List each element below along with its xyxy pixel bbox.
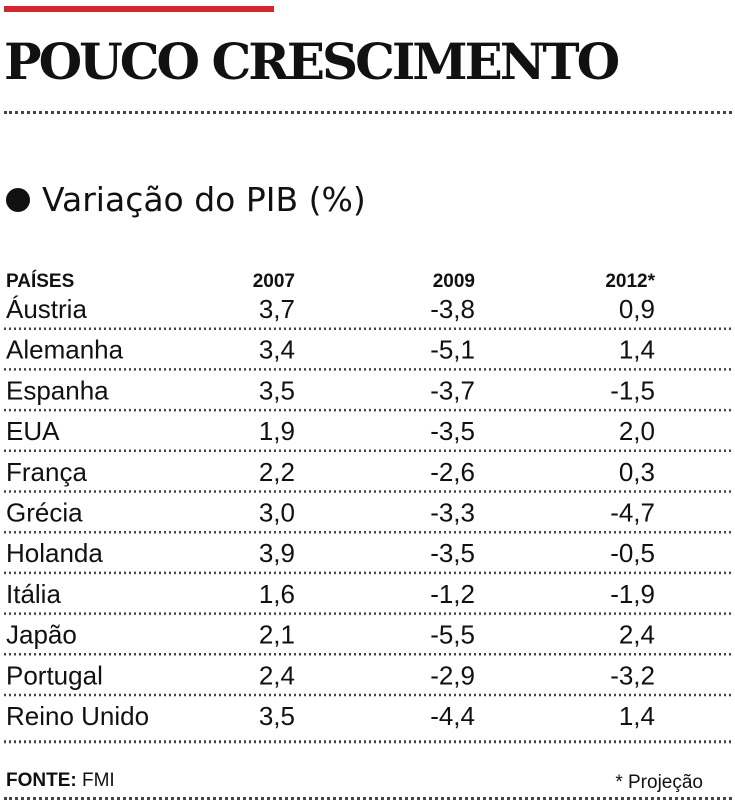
country-name: EUA <box>6 416 60 446</box>
country-name: Holanda <box>6 538 103 568</box>
source-label: FONTE: <box>6 770 77 791</box>
column-header-2007: 2007 <box>253 271 295 292</box>
value-cell: 0,9 <box>619 294 655 324</box>
value-cell: -3,7 <box>430 375 475 405</box>
accent-bar <box>4 6 274 12</box>
country-name: Áustria <box>6 294 87 324</box>
value-cell: 2,0 <box>619 416 655 446</box>
country-name: Reino Unido <box>6 701 149 731</box>
value-cell: 3,0 <box>259 498 295 528</box>
country-name: Itália <box>6 579 61 609</box>
value-cell: 1,9 <box>259 416 295 446</box>
country-name: Alemanha <box>6 335 124 365</box>
value-cell: -2,9 <box>430 660 475 690</box>
value-cell: -3,8 <box>430 294 475 324</box>
country-name: Grécia <box>6 498 83 528</box>
country-name: França <box>6 457 87 487</box>
source-note: FONTE: FMI <box>6 770 115 792</box>
dotted-divider <box>4 111 732 114</box>
bullet-icon <box>6 188 30 212</box>
value-cell: 1,6 <box>259 579 295 609</box>
value-cell: 3,5 <box>259 701 295 731</box>
value-cell: -3,5 <box>430 538 475 568</box>
value-cell: 3,5 <box>259 375 295 405</box>
value-cell: 3,9 <box>259 538 295 568</box>
value-cell: 3,7 <box>259 294 295 324</box>
value-cell: -3,5 <box>430 416 475 446</box>
country-name: Espanha <box>6 375 109 405</box>
value-cell: 2,4 <box>259 660 295 690</box>
country-name: Japão <box>6 620 77 650</box>
value-cell: -3,3 <box>430 498 475 528</box>
value-cell: 2,1 <box>259 620 295 650</box>
gdp-table: PAÍSES 2007 2009 2012* Áustria 3,7 -3,8 0,9 Alem… <box>4 270 732 744</box>
value-cell: 2,2 <box>259 457 295 487</box>
value-cell: -1,2 <box>430 579 475 609</box>
value-cell: 1,4 <box>619 335 655 365</box>
value-cell: -1,9 <box>610 579 655 609</box>
value-cell: -4,4 <box>430 701 475 731</box>
subtitle-text: Variação do PIB (%) <box>42 180 366 219</box>
value-cell: 0,3 <box>619 457 655 487</box>
value-cell: 1,4 <box>619 701 655 731</box>
value-cell: -2,6 <box>430 457 475 487</box>
bottom-dotted-divider <box>4 797 732 800</box>
column-header-2012-proj: 2012* <box>605 271 655 292</box>
value-cell: -3,2 <box>610 660 655 690</box>
chart-subtitle: Variação do PIB (%) <box>6 178 366 222</box>
value-cell: -1,5 <box>610 375 655 405</box>
projection-note: * Projeção <box>615 772 703 793</box>
value-cell: -5,5 <box>430 620 475 650</box>
country-name: Portugal <box>6 660 103 690</box>
value-cell: 3,4 <box>259 335 295 365</box>
value-cell: -0,5 <box>610 538 655 568</box>
value-cell: -5,1 <box>430 335 475 365</box>
column-header-countries: PAÍSES <box>6 270 74 292</box>
value-cell: 2,4 <box>619 620 655 650</box>
value-cell: -4,7 <box>610 498 655 528</box>
column-header-2009: 2009 <box>433 271 475 292</box>
source-value: FMI <box>82 770 115 791</box>
chart-title: POUCO CRESCIMENTO <box>4 32 620 91</box>
